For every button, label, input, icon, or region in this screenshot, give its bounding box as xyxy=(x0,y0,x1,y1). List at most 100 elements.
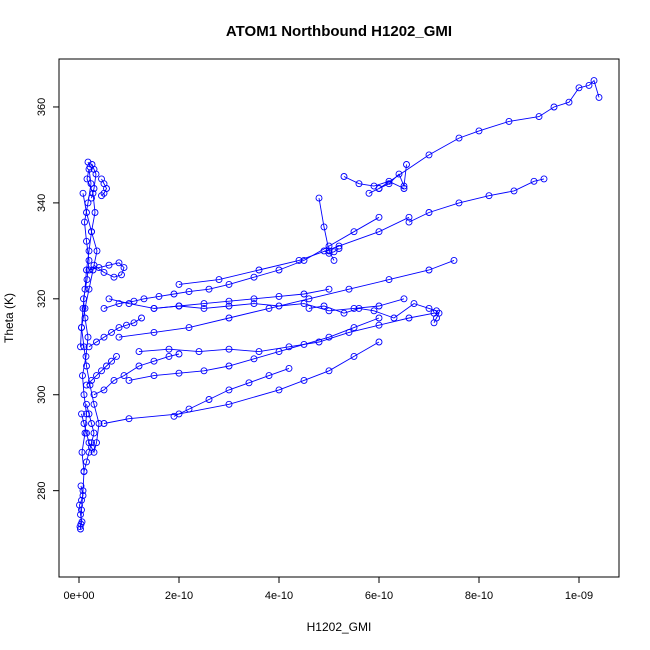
series-line xyxy=(153,288,330,309)
data-point xyxy=(350,352,358,360)
data-point xyxy=(255,348,263,356)
data-point xyxy=(325,367,333,375)
data-point xyxy=(93,372,100,380)
data-point xyxy=(335,242,343,250)
data-point xyxy=(125,376,133,384)
data-point xyxy=(300,256,308,264)
x-tick-label: 4e-10 xyxy=(265,590,293,602)
series-line xyxy=(118,259,455,338)
data-point xyxy=(83,175,91,183)
data-point xyxy=(90,261,98,269)
data-point xyxy=(295,256,303,264)
data-point xyxy=(425,209,433,216)
y-tick-label: 340 xyxy=(36,194,48,212)
data-point xyxy=(455,134,463,142)
data-point xyxy=(425,151,433,159)
data-point xyxy=(108,357,115,365)
data-point xyxy=(90,448,98,456)
y-axis: 280 300 320 340 360 xyxy=(36,98,60,500)
data-point xyxy=(265,304,273,312)
data-point xyxy=(315,194,323,202)
data-point xyxy=(88,228,95,236)
data-point xyxy=(108,328,115,336)
data-point xyxy=(275,292,283,300)
data-point xyxy=(115,259,123,267)
series-line xyxy=(128,317,380,381)
data-point xyxy=(250,355,258,363)
x-tick-label: 6e-10 xyxy=(365,590,393,602)
data-point xyxy=(300,340,308,348)
x-axis: 0e+00 2e-10 4e-10 6e-10 8e-10 1e-09 xyxy=(64,576,593,602)
data-point xyxy=(340,173,348,180)
data-point xyxy=(255,266,263,274)
data-point xyxy=(405,213,413,221)
chart-title: ATOM1 Northbound H1202_GMI xyxy=(226,23,452,40)
data-point xyxy=(123,321,130,329)
data-point xyxy=(510,187,518,195)
data-point xyxy=(80,420,88,427)
data-point xyxy=(88,161,96,168)
data-point xyxy=(450,256,458,264)
data-point xyxy=(433,307,440,315)
data-point xyxy=(175,369,183,377)
data-point xyxy=(335,245,343,252)
data-point xyxy=(135,348,143,356)
data-point xyxy=(80,343,88,351)
data-point xyxy=(375,302,383,310)
series-line xyxy=(101,178,108,197)
data-point xyxy=(345,328,353,336)
data-point xyxy=(225,280,233,288)
data-point xyxy=(375,228,383,236)
data-point xyxy=(225,400,233,408)
data-series xyxy=(170,364,293,420)
data-point xyxy=(83,237,90,245)
data-series xyxy=(98,175,110,200)
data-point xyxy=(505,117,513,125)
data-point xyxy=(250,295,258,303)
data-point xyxy=(285,364,293,372)
data-point xyxy=(185,324,193,332)
series-line xyxy=(83,404,95,472)
x-tick-label: 0e+00 xyxy=(64,590,95,602)
data-point xyxy=(325,333,333,341)
data-point xyxy=(85,247,93,255)
series-line xyxy=(173,367,290,417)
data-point xyxy=(78,506,85,514)
data-point xyxy=(345,285,353,293)
data-point xyxy=(95,420,103,427)
data-point xyxy=(80,391,88,399)
data-point xyxy=(90,400,98,408)
data-point xyxy=(88,194,95,202)
data-series xyxy=(125,314,383,384)
y-tick-label: 280 xyxy=(36,481,48,499)
data-point xyxy=(81,314,89,322)
data-point xyxy=(300,300,308,308)
y-axis-label: Theta (K) xyxy=(2,293,16,343)
data-point xyxy=(90,185,98,192)
data-point xyxy=(103,362,110,370)
data-point xyxy=(85,285,93,293)
data-point xyxy=(78,496,85,504)
data-point xyxy=(175,280,183,288)
data-point xyxy=(265,372,273,380)
data-point xyxy=(91,209,99,216)
data-point xyxy=(205,285,213,293)
data-point xyxy=(98,192,105,200)
series-line xyxy=(308,303,440,324)
data-point xyxy=(150,328,158,336)
data-point xyxy=(83,276,91,284)
y-tick-label: 320 xyxy=(36,290,48,308)
data-point xyxy=(100,333,108,341)
data-series xyxy=(135,309,438,356)
data-point xyxy=(400,182,408,190)
data-point xyxy=(86,163,94,171)
data-point xyxy=(425,304,433,312)
data-point xyxy=(78,324,85,332)
data-point xyxy=(79,304,87,312)
data-point xyxy=(100,420,108,427)
data-point xyxy=(77,511,84,519)
data-point xyxy=(200,367,208,375)
data-point xyxy=(170,290,178,298)
data-series xyxy=(375,77,603,192)
